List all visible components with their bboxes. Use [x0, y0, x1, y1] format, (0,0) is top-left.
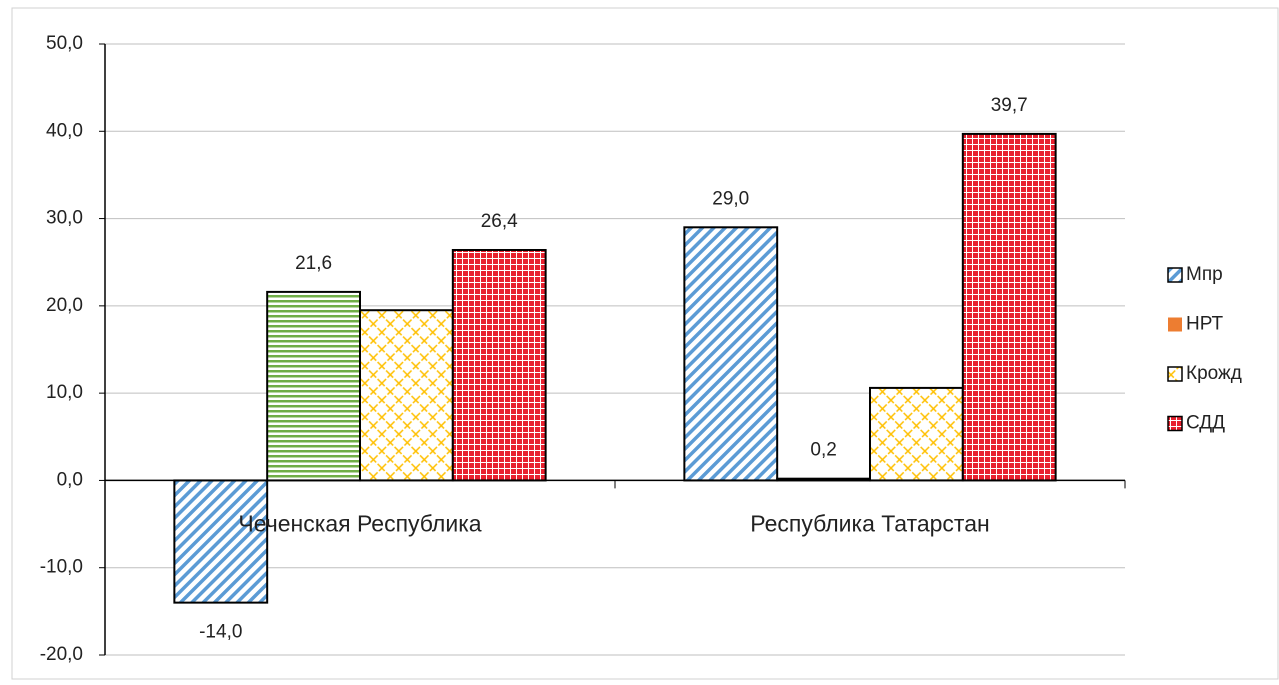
- legend-swatch: [1168, 317, 1182, 332]
- legend-label: НРТ: [1186, 314, 1224, 335]
- bar: [173, 479, 269, 604]
- y-tick-label: -20,0: [40, 644, 83, 665]
- data-label: 0,2: [810, 440, 836, 461]
- bar: [961, 132, 1057, 482]
- y-tick-label: 40,0: [46, 120, 83, 141]
- data-label: 26,4: [481, 211, 518, 232]
- y-tick-label: 0,0: [57, 469, 83, 490]
- bar: [683, 226, 779, 482]
- legend-label: Крожд: [1186, 363, 1242, 384]
- bar: [869, 386, 964, 482]
- legend-swatch: [1167, 415, 1183, 432]
- y-tick-label: 10,0: [46, 382, 83, 403]
- y-tick-label: 30,0: [46, 208, 83, 229]
- legend-swatch: [1167, 366, 1183, 382]
- x-tick-label: Республика Татарстан: [750, 511, 989, 537]
- data-label: 39,7: [991, 95, 1028, 116]
- data-label: 29,0: [712, 188, 749, 209]
- bar: [266, 290, 361, 482]
- y-tick-label: 20,0: [46, 295, 83, 316]
- y-tick-label: 50,0: [46, 33, 83, 54]
- x-tick-label: Чеченская Республика: [238, 511, 481, 537]
- bar: [359, 309, 454, 482]
- legend-swatch: [1167, 267, 1183, 283]
- legend-label: СДД: [1186, 413, 1225, 434]
- data-label: 21,6: [295, 253, 332, 274]
- y-tick-label: -10,0: [40, 557, 83, 578]
- data-label: -14,0: [199, 622, 242, 643]
- bar: [451, 248, 547, 482]
- legend-label: Мпр: [1186, 264, 1223, 285]
